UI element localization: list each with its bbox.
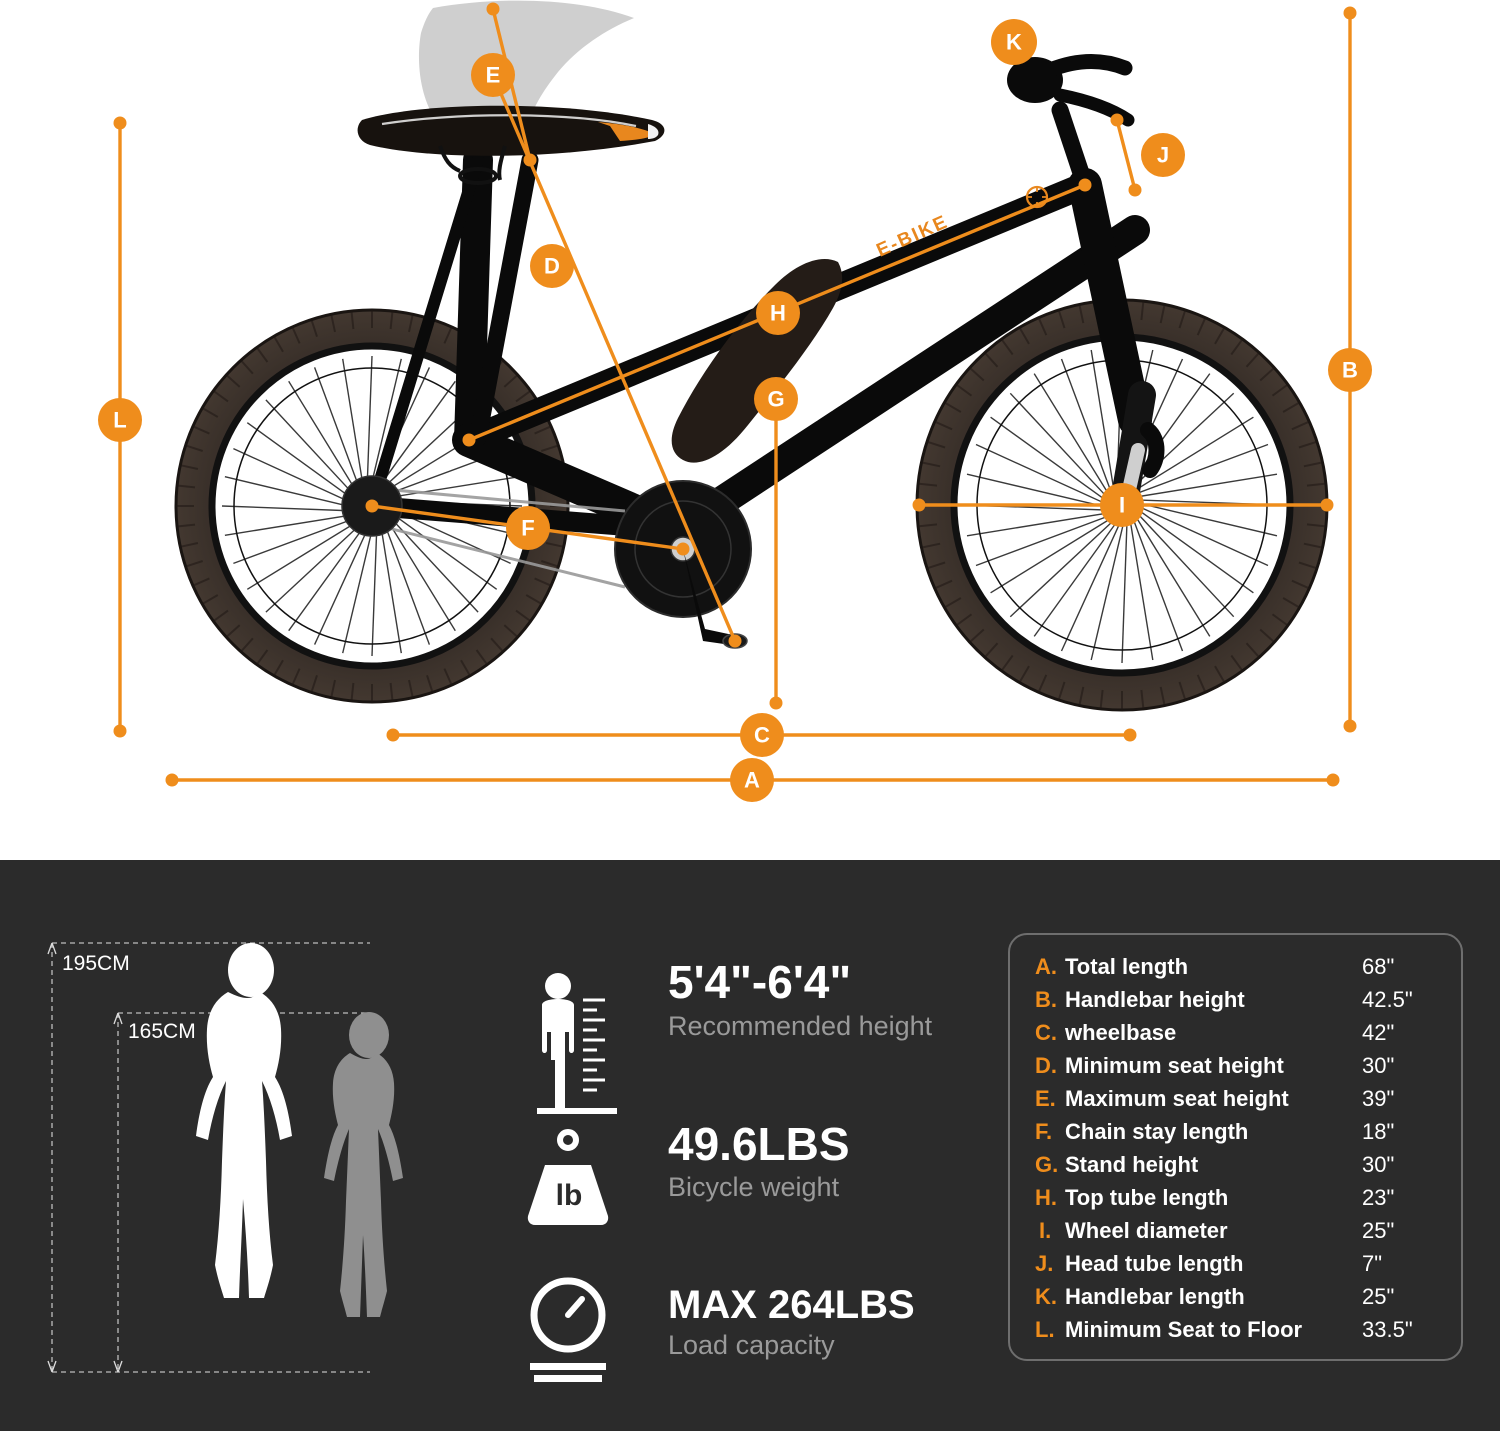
svg-text:7": 7": [1362, 1251, 1382, 1276]
svg-text:I: I: [1119, 493, 1125, 518]
svg-text:E: E: [486, 63, 501, 88]
svg-text:33.5": 33.5": [1362, 1317, 1413, 1342]
svg-text:C: C: [754, 723, 770, 748]
svg-text:Bicycle weight: Bicycle weight: [668, 1172, 840, 1202]
svg-text:H: H: [770, 301, 786, 326]
svg-text:E.: E.: [1035, 1086, 1056, 1111]
svg-text:Total length: Total length: [1065, 954, 1188, 979]
svg-text:G.: G.: [1035, 1152, 1058, 1177]
svg-text:18": 18": [1362, 1119, 1394, 1144]
svg-text:Recommended height: Recommended height: [668, 1011, 933, 1041]
svg-text:MAX 264LBS: MAX 264LBS: [668, 1283, 915, 1327]
svg-text:D.: D.: [1035, 1053, 1057, 1078]
svg-text:25": 25": [1362, 1218, 1394, 1243]
svg-text:Load capacity: Load capacity: [668, 1330, 835, 1360]
svg-text:Maximum seat height: Maximum seat height: [1065, 1086, 1289, 1111]
svg-text:L: L: [113, 408, 126, 433]
svg-text:5'4"-6'4": 5'4"-6'4": [668, 956, 851, 1008]
svg-text:68": 68": [1362, 954, 1394, 979]
svg-text:lb: lb: [556, 1179, 583, 1212]
svg-text:Handlebar height: Handlebar height: [1065, 987, 1245, 1012]
svg-text:C.: C.: [1035, 1020, 1057, 1045]
svg-text:K.: K.: [1035, 1284, 1057, 1309]
svg-text:Top tube length: Top tube length: [1065, 1185, 1228, 1210]
svg-text:42.5": 42.5": [1362, 987, 1413, 1012]
svg-text:K: K: [1006, 30, 1022, 55]
svg-text:Head tube length: Head tube length: [1065, 1251, 1243, 1276]
svg-text:I.: I.: [1039, 1218, 1051, 1243]
svg-text:25": 25": [1362, 1284, 1394, 1309]
svg-text:30": 30": [1362, 1053, 1394, 1078]
svg-text:D: D: [544, 254, 560, 279]
svg-text:J.: J.: [1035, 1251, 1053, 1276]
svg-text:165CM: 165CM: [128, 1020, 196, 1043]
svg-text:Minimum Seat to Floor: Minimum Seat to Floor: [1065, 1317, 1303, 1342]
svg-text:B: B: [1342, 358, 1358, 383]
svg-text:30": 30": [1362, 1152, 1394, 1177]
svg-text:wheelbase: wheelbase: [1064, 1020, 1176, 1045]
svg-text:A: A: [744, 768, 760, 793]
svg-text:F: F: [521, 516, 534, 541]
svg-text:J: J: [1157, 143, 1169, 168]
svg-text:23": 23": [1362, 1185, 1394, 1210]
svg-text:49.6LBS: 49.6LBS: [668, 1118, 850, 1170]
svg-text:B.: B.: [1035, 987, 1057, 1012]
svg-text:Chain stay length: Chain stay length: [1065, 1119, 1248, 1144]
svg-text:42": 42": [1362, 1020, 1394, 1045]
svg-text:Stand height: Stand height: [1065, 1152, 1199, 1177]
svg-text:G: G: [767, 387, 784, 412]
svg-text:H.: H.: [1035, 1185, 1057, 1210]
svg-text:195CM: 195CM: [62, 952, 130, 975]
svg-text:Wheel diameter: Wheel diameter: [1065, 1218, 1228, 1243]
svg-text:F.: F.: [1035, 1119, 1052, 1144]
svg-text:Minimum seat height: Minimum seat height: [1065, 1053, 1284, 1078]
svg-text:Handlebar length: Handlebar length: [1065, 1284, 1245, 1309]
svg-text:L.: L.: [1035, 1317, 1055, 1342]
svg-text:39": 39": [1362, 1086, 1394, 1111]
svg-text:A.: A.: [1035, 954, 1057, 979]
